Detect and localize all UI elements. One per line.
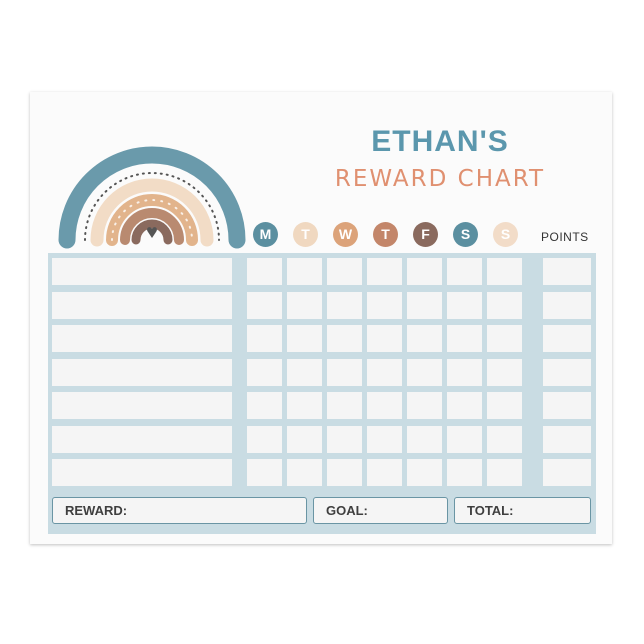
points-cell[interactable] xyxy=(543,325,591,352)
task-cell[interactable] xyxy=(52,392,232,419)
day-check-cell[interactable] xyxy=(327,392,362,419)
day-check-cell[interactable] xyxy=(447,392,482,419)
day-check-cell[interactable] xyxy=(367,425,402,453)
day-check-cell[interactable] xyxy=(327,425,362,453)
day-check-cell[interactable] xyxy=(247,459,282,486)
day-check-cell[interactable] xyxy=(287,459,322,486)
day-check-cell[interactable] xyxy=(327,258,362,285)
day-check-cell[interactable] xyxy=(327,325,362,352)
day-check-cell[interactable] xyxy=(487,358,522,386)
day-circle-1: T xyxy=(293,222,318,247)
total-label: TOTAL: xyxy=(467,503,514,518)
day-check-cell[interactable] xyxy=(287,358,322,386)
day-check-cell[interactable] xyxy=(247,258,282,285)
day-circle-5: S xyxy=(453,222,478,247)
heart-icon xyxy=(147,227,157,238)
day-check-cell[interactable] xyxy=(287,325,322,352)
day-check-cell[interactable] xyxy=(327,291,362,319)
day-check-cell[interactable] xyxy=(447,358,482,386)
day-check-cell[interactable] xyxy=(407,325,442,352)
day-check-cell[interactable] xyxy=(447,325,482,352)
day-check-cell[interactable] xyxy=(247,325,282,352)
points-cell[interactable] xyxy=(543,291,591,319)
day-check-cell[interactable] xyxy=(247,425,282,453)
task-cell[interactable] xyxy=(52,459,232,486)
day-check-cell[interactable] xyxy=(367,459,402,486)
task-cell[interactable] xyxy=(52,425,232,453)
day-check-cell[interactable] xyxy=(287,425,322,453)
total-field[interactable]: TOTAL: xyxy=(454,497,591,524)
day-check-cell[interactable] xyxy=(367,325,402,352)
day-check-cell[interactable] xyxy=(407,392,442,419)
day-check-cell[interactable] xyxy=(407,358,442,386)
day-check-cell[interactable] xyxy=(367,291,402,319)
day-check-cell[interactable] xyxy=(447,258,482,285)
day-check-cell[interactable] xyxy=(447,459,482,486)
points-cell[interactable] xyxy=(543,258,591,285)
goal-field[interactable]: GOAL: xyxy=(313,497,448,524)
chart-grid xyxy=(48,253,596,534)
day-circle-0: M xyxy=(253,222,278,247)
day-check-cell[interactable] xyxy=(287,291,322,319)
day-check-cell[interactable] xyxy=(407,258,442,285)
day-check-cell[interactable] xyxy=(447,291,482,319)
day-check-cell[interactable] xyxy=(367,258,402,285)
chart-subtitle: REWARD CHART xyxy=(334,166,546,192)
child-name-title: ETHAN'S xyxy=(371,125,509,158)
day-check-cell[interactable] xyxy=(247,358,282,386)
day-check-cell[interactable] xyxy=(327,358,362,386)
day-check-cell[interactable] xyxy=(447,425,482,453)
task-cell[interactable] xyxy=(52,258,232,285)
day-check-cell[interactable] xyxy=(367,392,402,419)
goal-label: GOAL: xyxy=(326,503,368,518)
points-header: POINTS xyxy=(541,230,589,244)
reward-label: REWARD: xyxy=(65,503,128,518)
day-check-cell[interactable] xyxy=(407,291,442,319)
day-check-cell[interactable] xyxy=(487,291,522,319)
points-cell[interactable] xyxy=(543,425,591,453)
points-cell[interactable] xyxy=(543,459,591,486)
day-check-cell[interactable] xyxy=(287,392,322,419)
task-cell[interactable] xyxy=(52,325,232,352)
day-check-cell[interactable] xyxy=(487,392,522,419)
day-circle-4: F xyxy=(413,222,438,247)
day-check-cell[interactable] xyxy=(487,325,522,352)
task-cell[interactable] xyxy=(52,291,232,319)
day-check-cell[interactable] xyxy=(487,258,522,285)
day-check-cell[interactable] xyxy=(407,425,442,453)
day-check-cell[interactable] xyxy=(407,459,442,486)
task-cell[interactable] xyxy=(52,358,232,386)
day-check-cell[interactable] xyxy=(327,459,362,486)
day-check-cell[interactable] xyxy=(287,258,322,285)
points-cell[interactable] xyxy=(543,358,591,386)
day-check-cell[interactable] xyxy=(487,459,522,486)
points-cell[interactable] xyxy=(543,392,591,419)
day-circle-3: T xyxy=(373,222,398,247)
day-check-cell[interactable] xyxy=(367,358,402,386)
day-circle-2: W xyxy=(333,222,358,247)
reward-field[interactable]: REWARD: xyxy=(52,497,307,524)
rainbow-illustration xyxy=(58,146,246,249)
day-circle-6: S xyxy=(493,222,518,247)
day-check-cell[interactable] xyxy=(247,392,282,419)
day-check-cell[interactable] xyxy=(487,425,522,453)
day-check-cell[interactable] xyxy=(247,291,282,319)
